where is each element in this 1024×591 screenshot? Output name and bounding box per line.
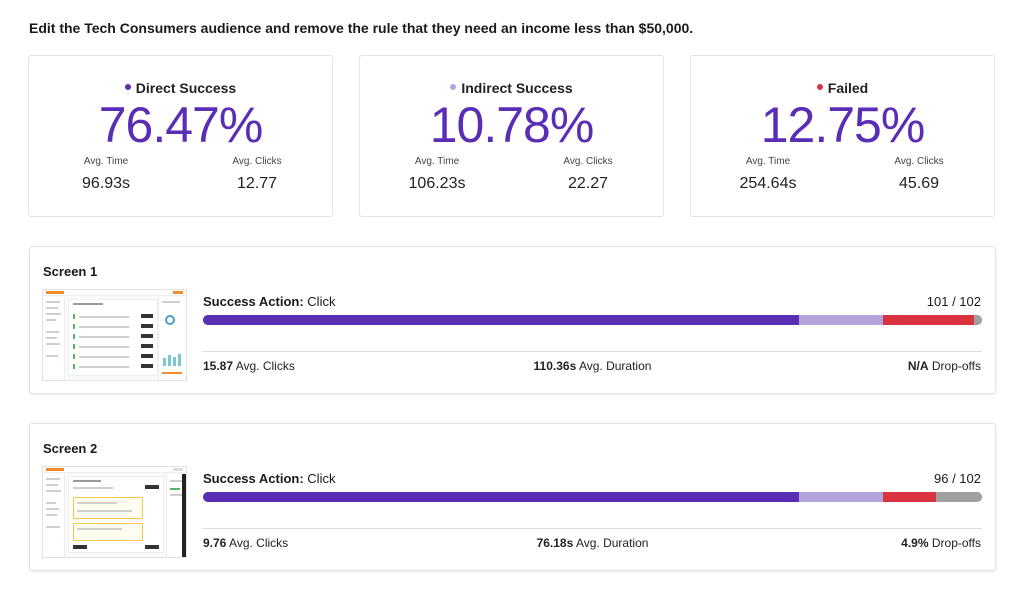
failed-percent: 12.75% — [760, 97, 926, 153]
indirect-success-label: Indirect Success — [360, 80, 663, 96]
dropoffs-stat: 4.9% Drop-offs — [901, 536, 981, 550]
direct-avg-time: Avg. Time 96.93s — [81, 156, 131, 192]
direct-success-card: Direct Success 76.47% Avg. Time 96.93s A… — [28, 55, 333, 217]
bar-segment-dropoff — [936, 492, 982, 502]
failed-dot-icon — [816, 84, 823, 91]
outcome-bar — [203, 315, 982, 325]
bar-segment-direct — [203, 492, 799, 502]
direct-success-percent: 76.47% — [98, 97, 264, 153]
divider — [203, 351, 982, 352]
indirect-success-dot-icon — [450, 84, 457, 91]
success-action: Success Action: Click — [203, 471, 336, 486]
success-action: Success Action: Click — [203, 294, 336, 309]
completion-count: 96 / 102 — [934, 471, 981, 486]
screen-thumbnail[interactable] — [42, 466, 187, 558]
indirect-avg-time: Avg. Time 106.23s — [408, 156, 466, 192]
screen-card-1[interactable]: Screen 1 — [29, 246, 996, 394]
bar-segment-failed — [882, 492, 937, 502]
avg-duration-stat: 110.36s Avg. Duration — [533, 359, 652, 373]
direct-avg-clicks: Avg. Clicks 12.77 — [232, 156, 282, 192]
dropoffs-stat: N/A Drop-offs — [907, 359, 981, 373]
completion-count: 101 / 102 — [926, 294, 981, 309]
indirect-avg-clicks: Avg. Clicks 22.27 — [563, 156, 613, 192]
screen-thumbnail[interactable] — [42, 289, 187, 381]
bar-segment-indirect — [798, 492, 883, 502]
avg-clicks-stat: 9.76 Avg. Clicks — [203, 536, 289, 550]
direct-success-label: Direct Success — [29, 80, 332, 96]
screen-title: Screen 1 — [43, 264, 98, 279]
bar-segment-indirect — [798, 315, 883, 325]
failed-avg-clicks: Avg. Clicks 45.69 — [894, 156, 944, 192]
avg-clicks-stat: 15.87 Avg. Clicks — [203, 359, 295, 373]
failed-card: Failed 12.75% Avg. Time 254.64s Avg. Cli… — [690, 55, 995, 217]
bar-segment-failed — [882, 315, 975, 325]
screen-title: Screen 2 — [43, 441, 98, 456]
indirect-success-percent: 10.78% — [429, 97, 595, 153]
outcome-bar — [203, 492, 982, 502]
bar-segment-dropoff — [974, 315, 982, 325]
bar-segment-direct — [203, 315, 799, 325]
indirect-success-card: Indirect Success 10.78% Avg. Time 106.23… — [359, 55, 664, 217]
task-title: Edit the Tech Consumers audience and rem… — [29, 20, 694, 36]
direct-success-dot-icon — [124, 84, 131, 91]
avg-duration-stat: 76.18s Avg. Duration — [536, 536, 649, 550]
screen-card-2[interactable]: Screen 2 Suc — [29, 423, 996, 571]
divider — [203, 528, 982, 529]
failed-label: Failed — [691, 80, 994, 96]
failed-avg-time: Avg. Time 254.64s — [739, 156, 797, 192]
